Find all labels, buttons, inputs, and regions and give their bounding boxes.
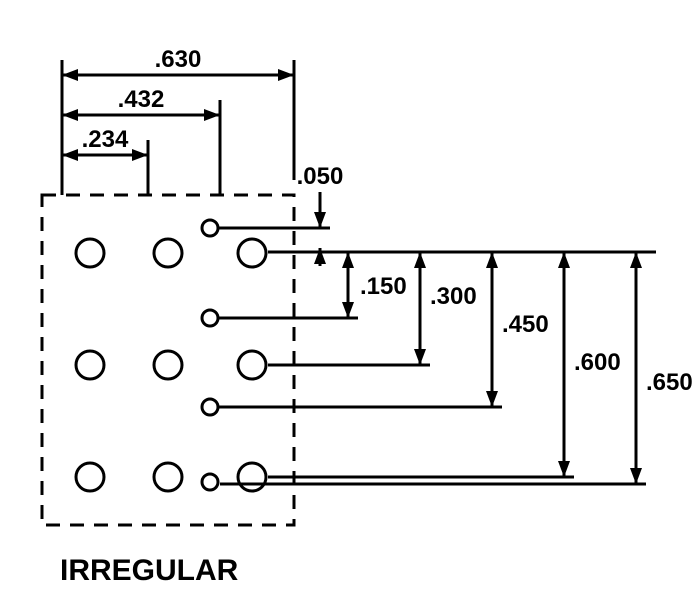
- engineering-diagram: .630 .432 .234 .050 .150 .300 .450 .600 .650 IRRE…: [0, 0, 695, 616]
- dimension-label: .650: [646, 369, 693, 396]
- dimension-label: .600: [574, 349, 621, 376]
- dimension-label: .234: [82, 126, 129, 153]
- diagram-label: IRREGULAR: [60, 554, 239, 587]
- dimension-label: .450: [502, 311, 549, 338]
- dimension-label: .630: [155, 46, 202, 73]
- dimension-label: .150: [360, 273, 407, 300]
- dimension-label: .432: [118, 86, 165, 113]
- dimension-label: .300: [430, 283, 477, 310]
- dimension-label: .050: [297, 163, 344, 190]
